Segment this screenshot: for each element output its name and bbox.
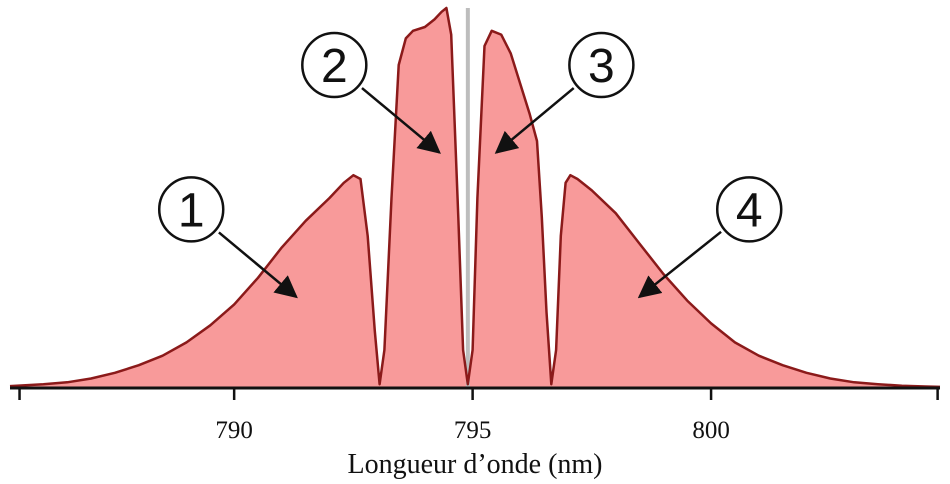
- annotation-circle: [157, 176, 225, 243]
- annotation-circle: [715, 176, 783, 243]
- annotation-label: 4: [736, 184, 763, 237]
- annotation-arrow: [361, 87, 441, 154]
- annotation-circle: [301, 31, 368, 99]
- x-axis-title: Longueur d’onde (nm): [347, 449, 602, 480]
- plot-area: [9, 6, 941, 389]
- x-axis: 790 795 800: [10, 386, 940, 444]
- x-tick-label: 790: [215, 417, 253, 444]
- annotation-label: 2: [321, 40, 348, 93]
- spectrum-fill: [10, 8, 940, 388]
- annotation-label: 1: [178, 184, 205, 237]
- x-tick-label: 800: [692, 417, 730, 444]
- annotation-label: 3: [588, 40, 615, 93]
- x-tick-label: 795: [454, 417, 492, 444]
- spectrum-line: [9, 6, 941, 389]
- annotation-arrow: [637, 230, 722, 299]
- annotation-circle: [568, 31, 635, 99]
- zone-annotations: 1 2 3 4: [157, 31, 783, 299]
- annotation-arrow: [218, 231, 298, 299]
- annotation-arrow: [494, 87, 575, 154]
